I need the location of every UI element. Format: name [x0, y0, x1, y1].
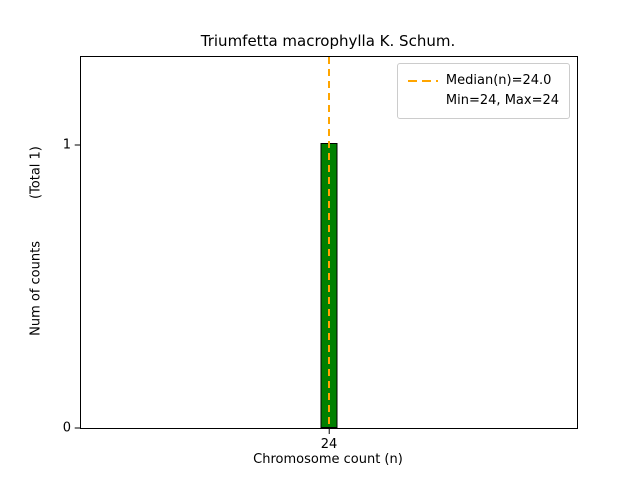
plot-area: Median(n)=24.0 Min=24, Max=24 0 1 24	[63, 56, 578, 452]
median-line-sample-icon	[407, 80, 438, 83]
y-tick-mark	[75, 144, 81, 146]
x-axis-label: Chromosome count (n)	[253, 452, 403, 467]
chart-title: Triumfetta macrophylla K. Schum.	[200, 32, 456, 50]
y-tick-label: 0	[62, 420, 71, 436]
y-axis-label-total: (Total 1)	[28, 146, 44, 200]
y-tick-label: 1	[62, 137, 71, 153]
median-line	[328, 57, 330, 428]
y-tick-1: 1	[63, 137, 81, 152]
y-tick-mark	[75, 427, 81, 429]
x-tick-label: 24	[320, 437, 338, 452]
x-tick-mark	[328, 428, 330, 434]
x-tick-24: 24	[320, 428, 338, 452]
legend-median-entry: Median(n)=24.0	[407, 71, 559, 91]
y-tick-0: 0	[63, 421, 81, 436]
legend-median-label: Median(n)=24.0	[445, 73, 552, 88]
y-axis-label: Num of counts (Total 1)	[29, 146, 44, 336]
y-axis-label-counts: Num of counts	[28, 241, 44, 336]
legend: Median(n)=24.0 Min=24, Max=24	[396, 63, 570, 120]
legend-minmax-entry: Min=24, Max=24	[446, 91, 559, 111]
legend-minmax-label: Min=24, Max=24	[445, 93, 559, 109]
